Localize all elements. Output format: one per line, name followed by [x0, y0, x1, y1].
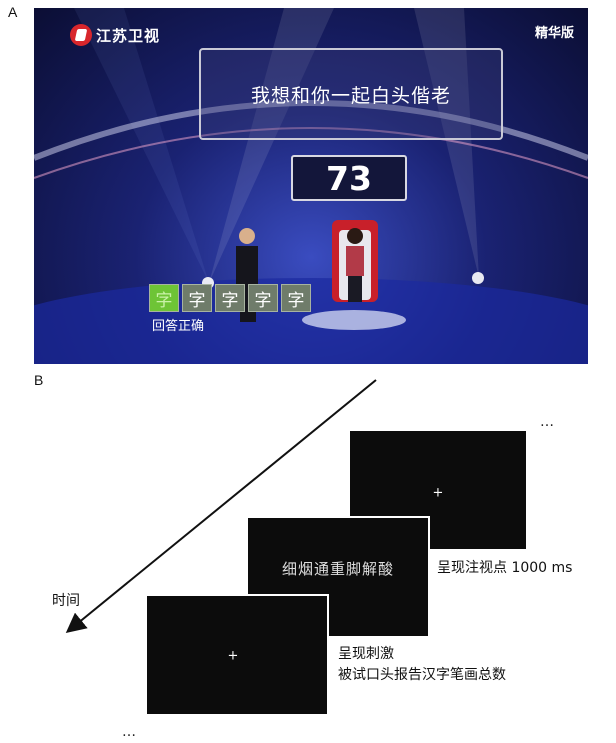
light-beam [209, 8, 334, 283]
stimulus-caption-line2: 被试口头报告汉字笔画总数 [338, 667, 506, 683]
ellipsis-bottom: … [122, 724, 136, 740]
edition-badge: 精华版 [534, 26, 574, 41]
fixation-cross: + [432, 485, 444, 501]
light-beam [74, 8, 209, 283]
tv-screenshot: 江苏卫视 精华版 我想和你一起白头偕老 73 字 字 字 字 字 回答正确 [34, 8, 588, 364]
fixation-caption: 呈现注视点 1000 ms [437, 560, 573, 576]
score-display: 73 [291, 155, 407, 201]
contestant-body [346, 246, 364, 276]
panel-a-label: A [8, 4, 18, 20]
character-slot: 字 [149, 284, 179, 312]
spotlight [472, 272, 484, 284]
channel-logo-text: 江苏卫视 [96, 26, 161, 45]
prompt-box: 我想和你一起白头偕老 [199, 48, 503, 140]
channel-logo-icon [70, 24, 92, 46]
light-beam [414, 8, 479, 278]
time-arrow-line [65, 379, 377, 634]
score-value: 73 [326, 158, 372, 198]
character-slot: 字 [248, 284, 278, 312]
prompt-text: 我想和你一起白头偕老 [250, 84, 451, 107]
contestant-legs [348, 276, 362, 302]
contestant-head [347, 228, 363, 244]
chair-platform [302, 310, 406, 330]
stimulus-text: 细烟通重脚解酸 [281, 560, 394, 578]
host-head [239, 228, 255, 244]
ellipsis-top: … [540, 414, 554, 430]
stage-arc-inner [34, 127, 588, 179]
time-axis-label: 时间 [52, 593, 80, 609]
stage-background [34, 8, 588, 364]
character-slots: 字 字 字 字 字 [149, 284, 311, 312]
stage-arc [34, 100, 588, 161]
fixation-cross: + [227, 648, 239, 664]
host-body [236, 246, 258, 284]
answer-status: 回答正确 [152, 319, 205, 334]
character-slot: 字 [281, 284, 311, 312]
character-slot: 字 [215, 284, 245, 312]
panel-b-label: B [34, 372, 44, 388]
character-slot: 字 [182, 284, 212, 312]
stimulus-caption-line1: 呈现刺激 [338, 646, 394, 662]
channel-logo: 江苏卫视 [70, 24, 160, 46]
fixation-screen-2: + [145, 594, 329, 716]
